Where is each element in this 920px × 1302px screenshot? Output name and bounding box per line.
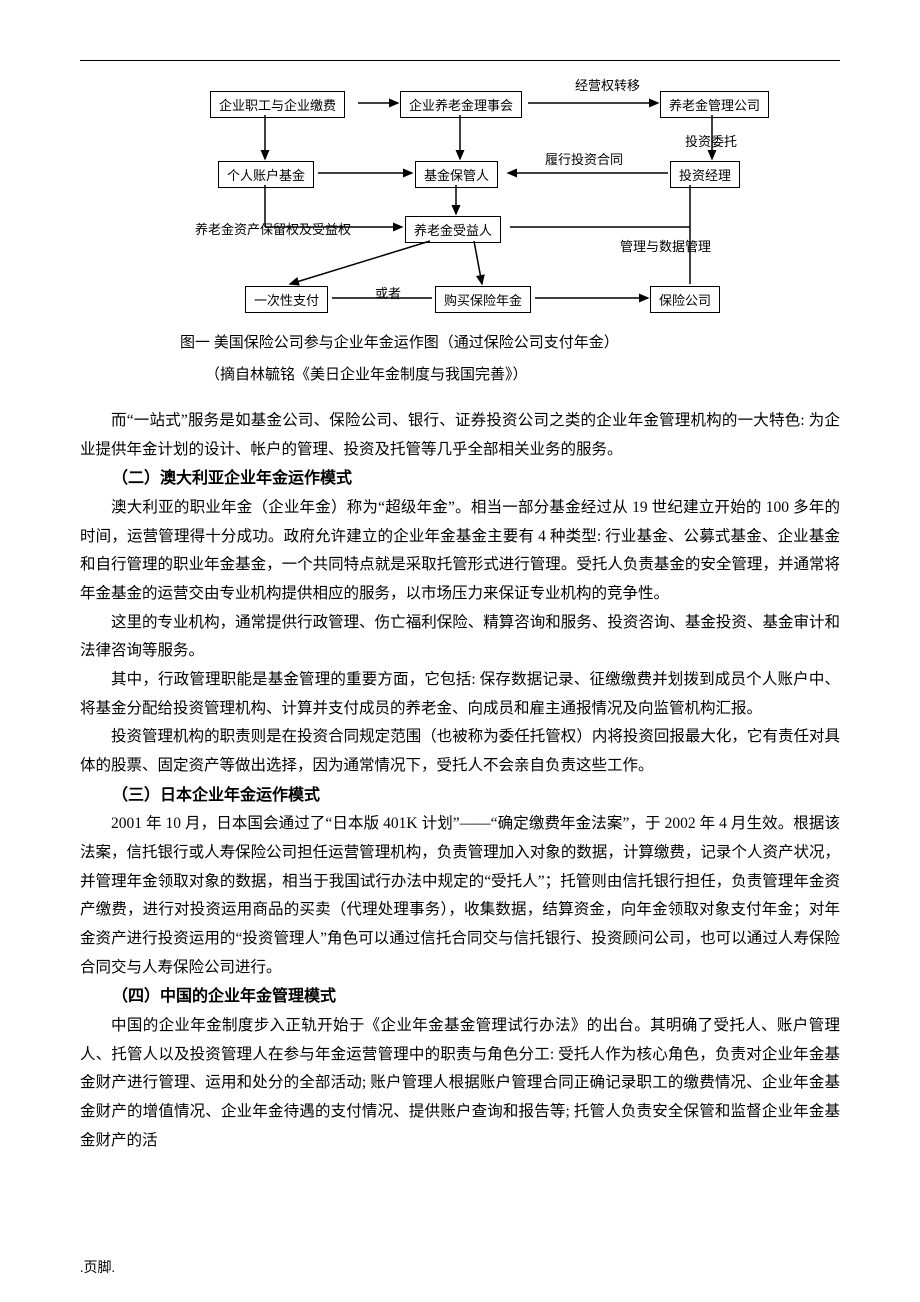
node-buy-annuity: 购买保险年金 (435, 286, 531, 313)
node-pension-board: 企业养老金理事会 (400, 91, 522, 118)
node-fund-custodian: 基金保管人 (415, 161, 498, 188)
node-insurance-co: 保险公司 (650, 286, 720, 313)
node-employee-contribution: 企业职工与企业缴费 (210, 91, 345, 118)
heading-australia: （二）澳大利亚企业年金运作模式 (80, 464, 840, 494)
node-lump-sum: 一次性支付 (245, 286, 328, 313)
heading-china: （四）中国的企业年金管理模式 (80, 982, 840, 1012)
edge-label-contract: 履行投资合同 (545, 149, 623, 168)
page-footer: .页脚. (80, 1257, 115, 1277)
paragraph-onestop: 而“一站式”服务是如基金公司、保险公司、银行、证券投资公司之类的企业年金管理机构… (80, 407, 840, 464)
edge-label-transfer: 经营权转移 (575, 75, 640, 94)
paragraph-au-3: 其中，行政管理职能是基金管理的重要方面，它包括: 保存数据记录、征缴缴费并划拨到… (80, 666, 840, 723)
node-personal-account: 个人账户基金 (218, 161, 314, 188)
node-investment-manager: 投资经理 (670, 161, 740, 188)
paragraph-au-1: 澳大利亚的职业年金（企业年金）称为“超级年金”。相当一部分基金经过从 19 世纪… (80, 494, 840, 609)
figure-caption-line1: 图一 美国保险公司参与企业年金运作图（通过保险公司支付年金） (180, 331, 840, 355)
node-beneficiary: 养老金受益人 (405, 216, 501, 243)
body-content: 而“一站式”服务是如基金公司、保险公司、银行、证券投资公司之类的企业年金管理机构… (80, 407, 840, 1155)
node-pension-mgmt-co: 养老金管理公司 (660, 91, 769, 118)
figure-caption-line2: （摘自林毓铭《美日企业年金制度与我国完善》） (205, 363, 840, 387)
paragraph-au-2: 这里的专业机构，通常提供行政管理、伤亡福利保险、精算咨询和服务、投资咨询、基金投… (80, 609, 840, 666)
edge-label-delegate: 投资委托 (685, 131, 737, 150)
paragraph-jp: 2001 年 10 月，日本国会通过了“日本版 401K 计划”——“确定缴费年… (80, 810, 840, 982)
edge-label-or: 或者 (375, 283, 401, 302)
edge-label-data-mgmt: 管理与数据管理 (620, 236, 711, 255)
flowchart-diagram: 企业职工与企业缴费 企业养老金理事会 养老金管理公司 经营权转移 个人账户基金 … (210, 91, 810, 321)
edge-label-retention: 养老金资产保留权及受益权 (195, 219, 351, 238)
paragraph-au-4: 投资管理机构的职责则是在投资合同规定范围（也被称为委任托管权）内将投资回报最大化… (80, 723, 840, 780)
page-top-rule (80, 60, 840, 61)
paragraph-cn: 中国的企业年金制度步入正轨开始于《企业年金基金管理试行办法》的出台。其明确了受托… (80, 1012, 840, 1155)
heading-japan: （三）日本企业年金运作模式 (80, 781, 840, 811)
